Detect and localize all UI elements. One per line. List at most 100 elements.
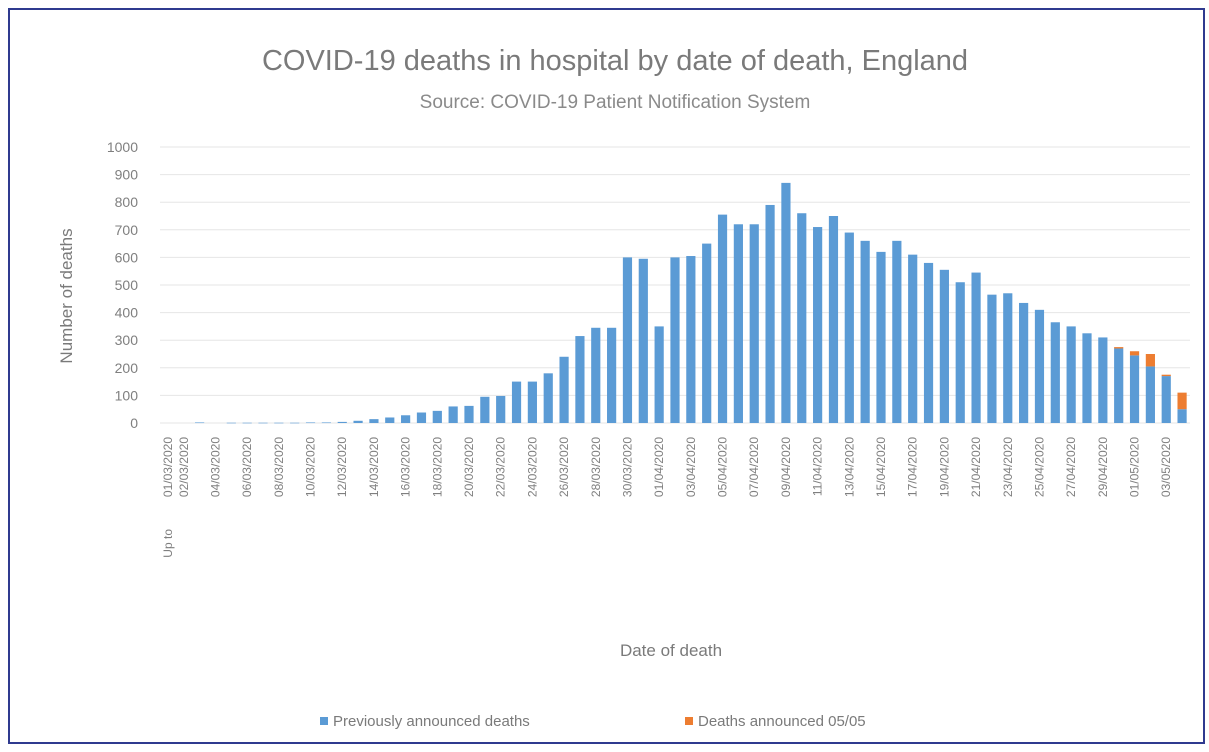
bar — [717, 214, 728, 423]
x-tick-label: 01/05/2020 — [1128, 437, 1142, 497]
bar — [1019, 302, 1029, 423]
bar — [1114, 347, 1124, 349]
x-tick-label: 22/03/2020 — [494, 437, 508, 497]
y-tick-label: 900 — [115, 167, 139, 183]
bar — [987, 294, 997, 423]
x-tick-label: 12/03/2020 — [335, 437, 349, 497]
x-tick-label: 19/04/2020 — [937, 437, 951, 497]
x-axis-ticks: 01/03/2020 02/03/2020 04/03/2020 06/03/2020… — [161, 437, 1173, 558]
y-tick-label: 300 — [115, 332, 139, 348]
x-tick-label: 01/04/2020 — [652, 437, 666, 497]
bar — [876, 251, 886, 423]
bar — [971, 272, 981, 423]
bar — [1161, 376, 1171, 423]
bar — [1129, 351, 1140, 356]
bar — [1003, 293, 1013, 423]
y-tick-label: 700 — [115, 222, 139, 238]
bar — [892, 240, 902, 423]
bar — [923, 262, 934, 423]
bar — [749, 224, 759, 423]
x-tick-label: 05/04/2020 — [716, 437, 730, 497]
x-tick-label: 07/04/2020 — [747, 437, 761, 497]
bar — [765, 204, 775, 423]
bar — [480, 396, 490, 423]
y-tick-label: 1000 — [107, 139, 138, 155]
bar — [908, 254, 918, 423]
x-tick-label: 17/04/2020 — [906, 437, 920, 497]
y-tick-label: 100 — [115, 387, 139, 403]
bar — [575, 336, 585, 423]
y-axis-ticks: 0 100 200 300 400 500 600 700 800 900 1000 — [107, 139, 138, 431]
bar — [1145, 366, 1155, 423]
x-tick-extra-label: Up to — [161, 529, 175, 558]
bar — [591, 327, 601, 423]
bar — [559, 356, 569, 423]
bar — [385, 417, 395, 423]
bar — [496, 395, 506, 423]
x-tick-label: 20/03/2020 — [462, 437, 476, 497]
bar — [939, 269, 949, 423]
x-tick-label: 27/04/2020 — [1064, 437, 1078, 497]
x-tick-label: 29/04/2020 — [1096, 437, 1110, 497]
x-tick-label: 04/03/2020 — [208, 437, 222, 497]
x-tick-label: 21/04/2020 — [969, 437, 983, 497]
bar — [1034, 309, 1045, 423]
x-tick-label: 25/04/2020 — [1032, 437, 1046, 497]
chart-title: COVID-19 deaths in hospital by date of d… — [262, 45, 968, 77]
bar — [813, 227, 823, 423]
y-tick-label: 600 — [115, 249, 139, 265]
y-tick-label: 500 — [115, 277, 139, 293]
bar — [464, 405, 474, 423]
bar — [448, 406, 458, 423]
bar — [1050, 322, 1060, 423]
x-tick-label: 08/03/2020 — [272, 437, 286, 497]
bar — [195, 422, 205, 424]
bar — [733, 224, 743, 423]
bar — [1082, 333, 1092, 423]
bar — [1161, 374, 1171, 377]
bar — [1145, 354, 1155, 367]
bar — [305, 422, 316, 424]
bar — [353, 420, 363, 423]
y-tick-label: 800 — [115, 194, 139, 210]
x-tick-label: 10/03/2020 — [304, 437, 318, 497]
legend-label: Deaths announced 05/05 — [698, 713, 866, 730]
chart-subtitle: Source: COVID-19 Patient Notification Sy… — [420, 92, 811, 113]
x-tick-label: 24/03/2020 — [525, 437, 539, 497]
x-tick-label: 16/03/2020 — [399, 437, 413, 497]
bar — [432, 410, 442, 423]
x-tick-label: 02/03/2020 — [177, 437, 191, 497]
bar — [654, 326, 664, 423]
bar — [226, 422, 236, 424]
bar — [844, 232, 854, 423]
x-tick-label: 23/04/2020 — [1001, 437, 1015, 497]
x-tick-label: 28/03/2020 — [589, 437, 603, 497]
bar — [543, 373, 553, 423]
bar — [638, 258, 648, 423]
bar — [860, 240, 870, 423]
bar — [686, 256, 696, 423]
bar — [607, 327, 617, 423]
y-axis-label: Number of deaths — [57, 228, 76, 363]
bar — [369, 419, 379, 423]
x-tick-label: 18/03/2020 — [430, 437, 444, 497]
bar — [290, 422, 300, 424]
x-tick-label: 15/04/2020 — [874, 437, 888, 497]
legend-swatch — [685, 717, 693, 725]
bar — [955, 282, 965, 423]
chart: COVID-19 deaths in hospital by date of d… — [57, 45, 1190, 730]
y-tick-label: 400 — [115, 305, 139, 321]
bar — [670, 257, 680, 423]
legend-label: Previously announced deaths — [333, 713, 530, 730]
bar — [622, 257, 633, 423]
x-tick-label: 26/03/2020 — [557, 437, 571, 497]
bar — [1098, 337, 1108, 423]
legend: Previously announced deaths Deaths announ… — [320, 713, 866, 730]
x-tick-label: 03/04/2020 — [684, 437, 698, 497]
bar — [702, 243, 712, 423]
x-tick-label: 03/05/2020 — [1159, 437, 1173, 497]
x-tick-label: 14/03/2020 — [367, 437, 381, 497]
y-tick-label: 200 — [115, 360, 139, 376]
bar — [1177, 409, 1187, 423]
bar — [1177, 392, 1187, 410]
